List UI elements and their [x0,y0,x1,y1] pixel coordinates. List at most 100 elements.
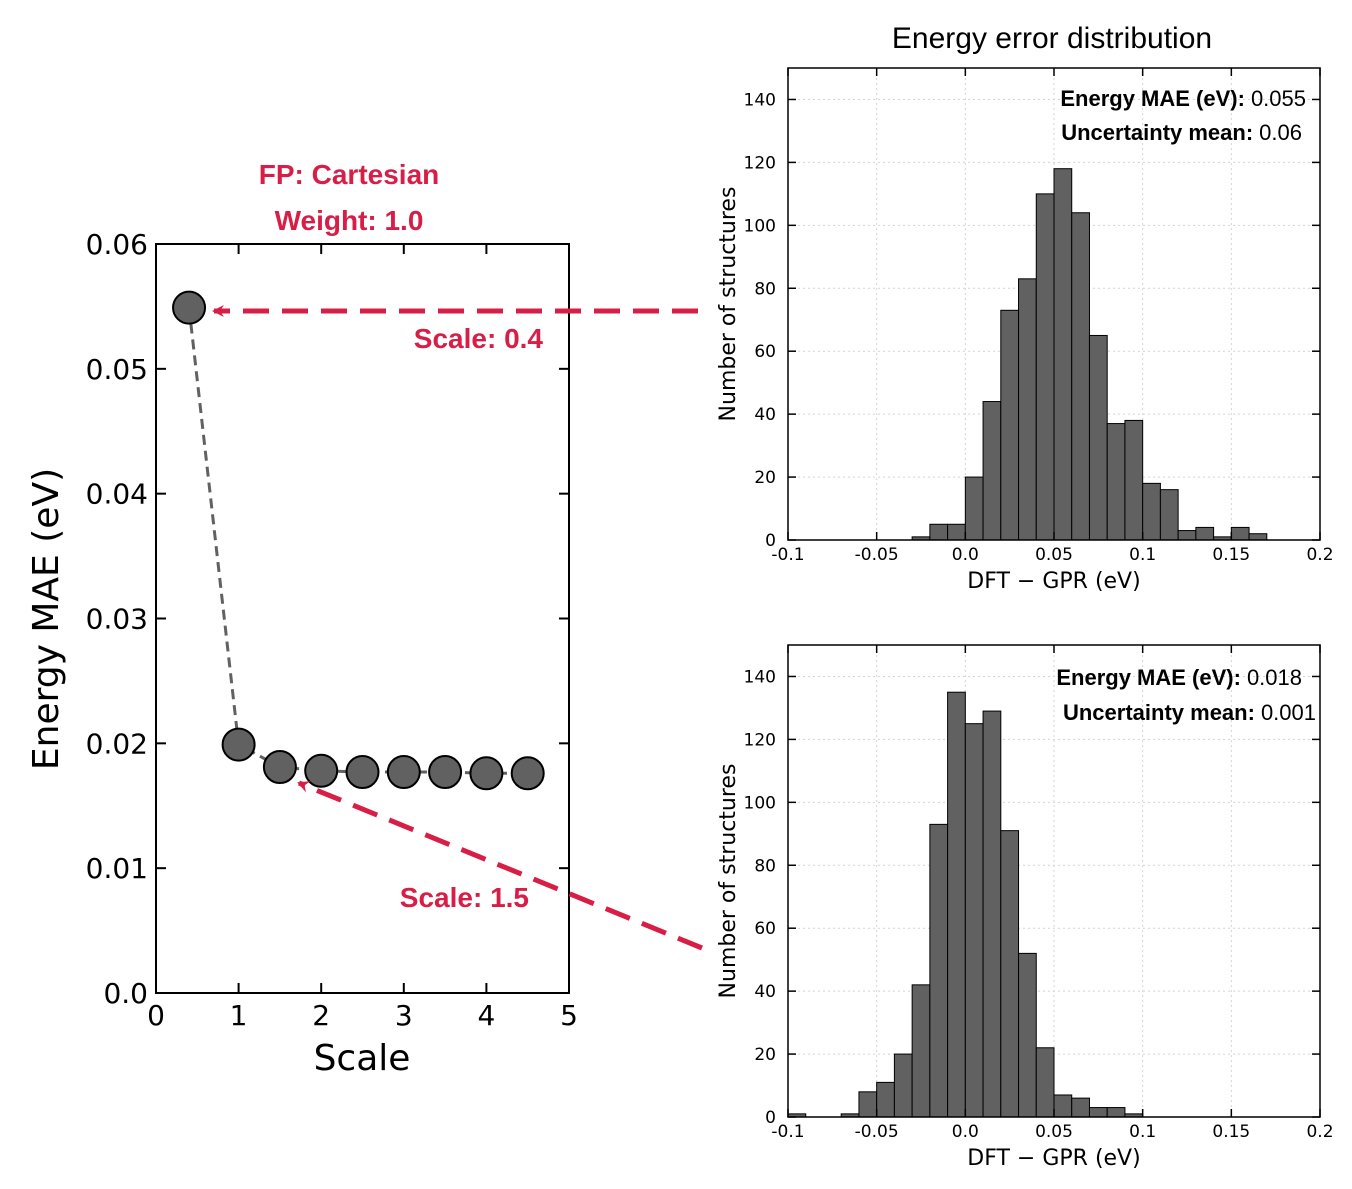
top-y-tick-label: 80 [754,279,776,299]
left-x-axis-label: Scale [314,1038,411,1079]
top-x-tick-label: 0.05 [1035,545,1073,565]
annotation-fp-label: FP: Cartesian [259,159,440,190]
mae-data-point [428,755,463,790]
top-uncertainty-label: Uncertainty mean: [1061,120,1253,145]
bottom-y-tick-label: 0 [765,1108,776,1128]
mae-data-point [221,727,256,762]
left-y-tick-label: 0.0 [103,977,148,1010]
top-mae-stat: Energy MAE (eV): 0.055 [1060,86,1306,111]
mae-data-point [262,750,297,785]
top-histogram-bar [1159,489,1179,541]
bottom-histogram-bar [964,723,984,1118]
left-x-tick-label: 5 [560,999,578,1032]
top-histogram-bar [1106,423,1126,541]
left-y-axis-label: Energy MAE (eV) [26,468,67,770]
left-x-tick-label: 2 [312,999,330,1032]
top-x-tick-label: -0.05 [855,545,899,565]
bottom-x-tick-label: -0.05 [855,1122,899,1142]
bottom-histogram-bar [911,984,931,1118]
bottom-y-tick-label: 20 [754,1045,776,1065]
top-histogram-bar [929,523,949,541]
top-y-axis-label: Number of structures [716,187,741,422]
bottom-histogram-bar [947,691,966,1118]
bottom-y-tick-label: 40 [754,982,776,1002]
top-histogram-bar [1248,533,1268,541]
bottom-mae-value: 0.018 [1247,665,1302,690]
bottom-histogram-bar [982,710,1002,1118]
mae-data-point [304,753,339,788]
top-uncertainty-value: 0.06 [1259,120,1302,145]
left-y-tick-label: 0.06 [86,228,148,261]
annotation-weight-label: Weight: 1.0 [275,205,424,236]
bottom-y-axis-label: Number of structures [716,764,741,999]
top-x-tick-label: 0.15 [1212,545,1250,565]
top-y-tick-label: 60 [754,342,776,362]
left-x-tick-label: 3 [395,999,413,1032]
left-y-tick-label: 0.04 [86,478,148,511]
bottom-plot-frame [787,644,1321,1118]
bottom-x-tick-label: 0.2 [1306,1122,1333,1142]
callout-arrows: Scale: 0.4 Scale: 1.5 [212,305,703,951]
top-x-tick-label: 0.1 [1129,545,1156,565]
bottom-x-tick-label: 0.0 [952,1122,979,1142]
top-histogram-bar [1053,168,1073,541]
mae-data-point [386,755,421,790]
top-y-tick-label: 40 [754,405,776,425]
bottom-y-tick-label: 140 [744,667,776,687]
top-y-tick-label: 120 [744,153,776,173]
left-x-tick-label: 4 [477,999,495,1032]
top-histogram-bar [1142,482,1161,541]
bottom-x-tick-label: 0.05 [1035,1122,1073,1142]
bottom-histogram-bar [929,823,949,1118]
bottom-mae-stat: Energy MAE (eV): 0.018 [1056,665,1302,690]
bottom-y-tick-label: 100 [744,793,776,813]
top-mae-value: 0.055 [1251,86,1306,111]
bottom-mae-label: Energy MAE (eV): [1056,665,1241,690]
top-histogram-bar [1088,334,1108,541]
callout-arrow-scale-1-5 [297,780,703,951]
bottom-histogram-bar [1088,1107,1108,1118]
left-y-tick-label: 0.01 [86,852,148,885]
bottom-histogram-bar [1035,1047,1055,1118]
bottom-y-tick-label: 120 [744,730,776,750]
bottom-uncertainty-value: 0.001 [1261,700,1316,725]
top-histogram-bar [1018,278,1037,541]
bottom-histogram-bar [858,1091,878,1118]
left-plot-frame [155,243,570,994]
mae-data-point [469,756,504,791]
bottom-uncertainty-label: Uncertainty mean: [1063,700,1255,725]
left-x-tick-label: 1 [230,999,248,1032]
top-x-axis-label: DFT − GPR (eV) [967,569,1140,594]
top-histogram-title: Energy error distribution [892,22,1212,55]
bottom-histogram-bar [1000,830,1020,1118]
top-y-tick-label: 0 [765,531,776,551]
bottom-x-tick-label: -0.1 [771,1122,804,1142]
bottom-uncertainty-stat: Uncertainty mean: 0.001 [1063,700,1316,725]
top-histogram-bar [982,401,1002,541]
bottom-x-tick-label: 0.1 [1129,1122,1156,1142]
top-y-tick-label: 20 [754,468,776,488]
bottom-x-axis-label: DFT − GPR (eV) [967,1146,1140,1171]
top-histogram-bar [1035,193,1055,541]
mae-vs-scale-panel: 0 1 2 3 4 5 0.0 0.01 0.02 0.03 0.04 0.05 0.06 FP: Ca… [26,159,578,1079]
top-histogram-bar [1177,530,1197,541]
top-plot-frame [787,67,1321,541]
top-x-tick-label: 0.2 [1306,545,1333,565]
top-x-tick-label: -0.1 [771,545,804,565]
top-x-tick-label: 0.0 [952,545,979,565]
top-histogram-bar [1000,309,1020,541]
top-histogram-bar [964,476,984,541]
callout-label-scale-1-5: Scale: 1.5 [400,882,529,913]
left-y-tick-label: 0.02 [86,727,148,760]
bottom-histogram-bar [893,1053,913,1118]
mae-data-point [345,755,380,790]
top-histogram-panel: Energy error distribution -0.1 -0.05 0.0 0.… [716,22,1334,594]
bottom-histogram-panel: -0.1 -0.05 0.0 0.05 0.1 0.15 0.2 0 20 40 60 80 100 12… [716,644,1334,1171]
top-y-tick-label: 100 [744,216,776,236]
bottom-histogram-bar [1018,952,1037,1118]
top-y-tick-label: 140 [744,90,776,110]
top-histogram-bar [1071,212,1090,541]
bottom-y-tick-label: 60 [754,919,776,939]
left-y-tick-label: 0.03 [86,603,148,636]
